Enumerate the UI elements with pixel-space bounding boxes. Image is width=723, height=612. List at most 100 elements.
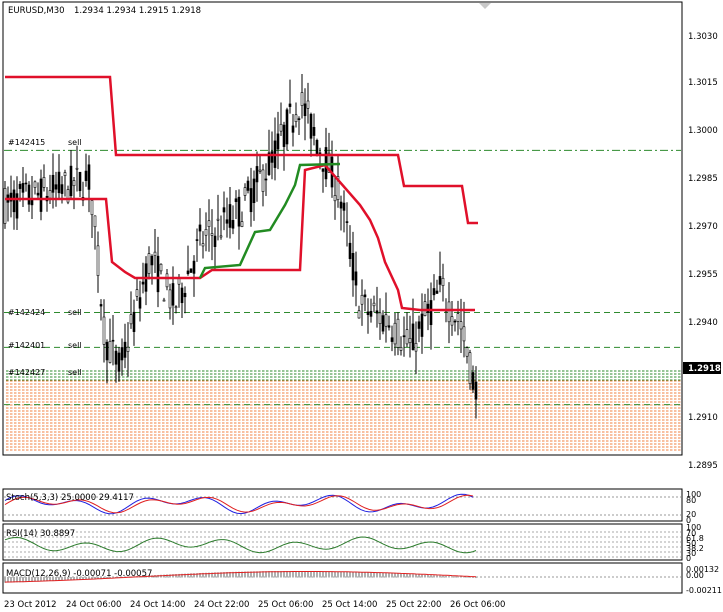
candle-body [172, 283, 174, 305]
candle-body [163, 300, 165, 301]
candle-body [28, 185, 30, 204]
candle-body [211, 234, 213, 236]
candle-body [376, 311, 378, 313]
candle-body [334, 195, 336, 200]
candle-body [298, 119, 300, 120]
candle-body [133, 312, 135, 331]
candle-body [100, 304, 102, 306]
candle-body [349, 243, 351, 258]
candle-body [148, 254, 150, 274]
candle-body [40, 179, 42, 212]
candle-body [301, 93, 303, 106]
candle-body [310, 114, 312, 138]
candle-body [277, 134, 279, 149]
candle-body [358, 311, 360, 318]
candle-body [157, 256, 159, 292]
candle-body [343, 203, 345, 210]
candle-body [208, 221, 210, 227]
candle-body [223, 208, 225, 212]
candle-body [247, 181, 249, 190]
candle-body [214, 236, 216, 247]
candle-body [295, 115, 297, 122]
candle-body [250, 188, 252, 211]
candle-body [280, 124, 282, 131]
candle-body [13, 190, 15, 212]
candle-body [154, 252, 156, 256]
candle-body [265, 179, 267, 180]
candle-body [49, 191, 51, 199]
candle-body [142, 282, 144, 284]
candle-body [25, 183, 27, 184]
candle-body [4, 188, 6, 223]
candle-body [139, 298, 141, 309]
candle-body [22, 183, 24, 192]
candle-body [85, 171, 87, 181]
candle-body [88, 165, 90, 190]
candle-body [124, 342, 126, 357]
candle-body [70, 166, 72, 196]
candle-body [259, 170, 261, 171]
candle-body [220, 236, 222, 237]
candle-body [118, 353, 120, 371]
candle-body [370, 311, 372, 316]
candle-body [355, 272, 357, 285]
candle-body [58, 172, 60, 193]
candle-body [76, 168, 78, 169]
candle-body [205, 229, 207, 235]
candle-body [238, 197, 240, 226]
candle-body [94, 216, 96, 227]
candle-body [379, 313, 381, 324]
candle-body [346, 222, 348, 223]
candle-body [286, 110, 288, 144]
candle-body [367, 312, 369, 315]
candle-body [61, 185, 63, 194]
candle-body [352, 253, 354, 280]
candle-body [202, 244, 204, 246]
candle-body [112, 340, 114, 341]
candle-body [103, 317, 105, 344]
candle-body [106, 342, 108, 360]
candle-body [283, 125, 285, 147]
candle-body [271, 152, 273, 163]
candle-body [16, 194, 18, 219]
candle-body [184, 293, 186, 297]
candle-body [319, 153, 321, 154]
candle-body [34, 182, 36, 188]
candle-body [313, 127, 315, 135]
candle-body [136, 290, 138, 297]
candle-body [73, 181, 75, 186]
candle-body [316, 140, 318, 154]
candle-body [256, 166, 258, 182]
candle-body [196, 240, 198, 241]
candle-body [235, 199, 237, 202]
candle-body [241, 222, 243, 227]
candle-body [169, 290, 171, 308]
candle-body [289, 104, 291, 107]
candle-body [52, 175, 54, 192]
candle-body [232, 220, 234, 228]
candle-body [262, 170, 264, 192]
candle-body [226, 220, 228, 224]
candle-body [31, 200, 33, 205]
candle-body [37, 193, 39, 195]
candle-body [361, 295, 363, 304]
candle-body [160, 264, 162, 271]
candle-body [181, 288, 183, 303]
candle-body [127, 347, 129, 351]
candle-body [19, 184, 21, 188]
candle-body [130, 315, 132, 324]
candle-body [322, 169, 324, 172]
candle-body [364, 295, 366, 297]
candle-body [187, 271, 189, 274]
candle-body [97, 246, 99, 276]
candle-body [199, 225, 201, 231]
candle-body [307, 101, 309, 108]
candle-body [151, 256, 153, 265]
candle-body [340, 202, 342, 208]
candle-body [253, 179, 255, 203]
candle-body [166, 274, 168, 287]
candle-body [175, 307, 177, 308]
candle-body [244, 188, 246, 196]
